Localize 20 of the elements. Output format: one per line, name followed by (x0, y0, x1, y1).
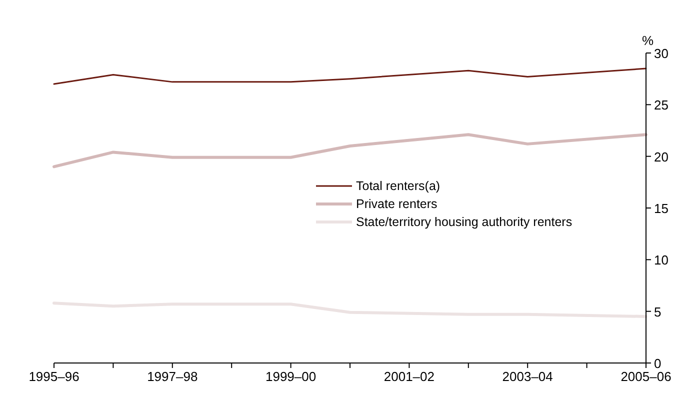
line-series (53, 68, 647, 85)
y-tick-label: 30 (654, 46, 668, 61)
legend-label: Total renters(a) (356, 179, 440, 193)
y-tick-label: 20 (654, 149, 668, 164)
y-tick-label: 0 (654, 356, 662, 371)
y-axis-title: % (642, 33, 654, 48)
y-tick-label: 25 (654, 98, 668, 113)
y-tick-label: 10 (654, 252, 668, 268)
legend-label: Private renters (356, 197, 438, 211)
x-tick-label: 1997–98 (147, 369, 198, 384)
legend-label: State/territory housing authority renters (356, 215, 572, 229)
x-tick-label: 2005–06 (620, 369, 672, 384)
x-tick-label: 1999–00 (265, 369, 316, 384)
line-series (52, 302, 648, 318)
x-tick-label: 2001–02 (384, 369, 435, 384)
x-tick-label: 1995–96 (28, 369, 80, 384)
y-tick-label: 5 (654, 304, 662, 320)
y-tick-label: 15 (654, 201, 668, 216)
line-series (52, 133, 648, 168)
x-tick-label: 2003–04 (502, 369, 553, 384)
